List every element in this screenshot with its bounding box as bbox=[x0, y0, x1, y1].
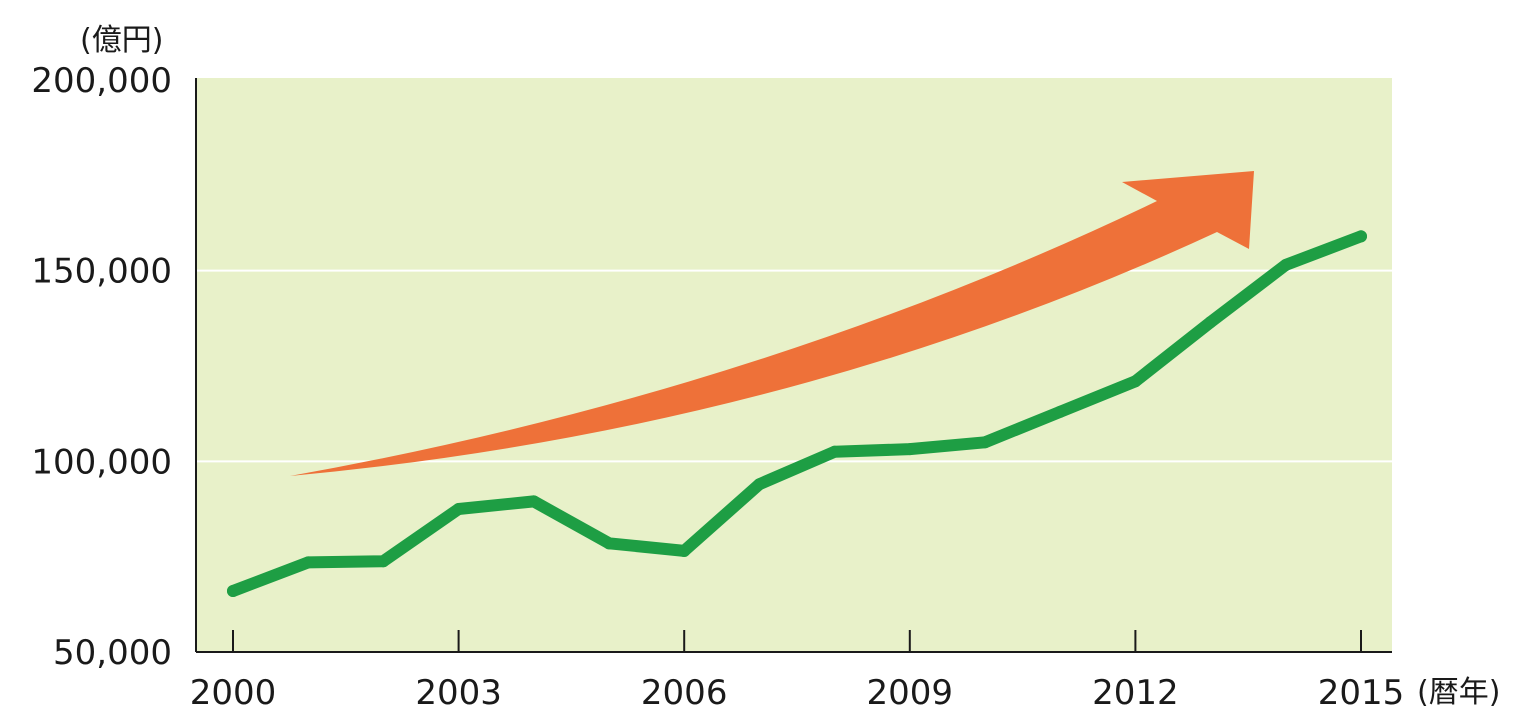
data-point-2007 bbox=[753, 478, 766, 491]
series-line bbox=[227, 230, 1367, 597]
x-tick-label-0: 2000 bbox=[190, 673, 277, 713]
x-tick-label-5: 2015 bbox=[1318, 673, 1405, 713]
x-tick-label-1: 2003 bbox=[415, 673, 502, 713]
x-tick-label-3: 2009 bbox=[867, 673, 954, 713]
x-tick-label-2: 2006 bbox=[641, 673, 728, 713]
data-point-2013 bbox=[1204, 316, 1217, 329]
trend-arrow bbox=[290, 171, 1254, 476]
data-point-2011 bbox=[1054, 405, 1067, 418]
data-point-2005 bbox=[603, 537, 615, 550]
data-point-2012 bbox=[1129, 375, 1142, 388]
y-axis-label: (億円) bbox=[80, 23, 163, 58]
data-point-2015 bbox=[1355, 230, 1367, 243]
data-point-2001 bbox=[302, 556, 315, 569]
y-tick-label-3: 200,000 bbox=[31, 61, 172, 101]
data-point-2002 bbox=[377, 555, 390, 568]
y-tick-label-1: 100,000 bbox=[31, 442, 172, 482]
data-point-2009 bbox=[903, 443, 916, 456]
x-ticks: 2000 2003 2006 2009 2012 2015 bbox=[190, 630, 1405, 713]
data-point-2006 bbox=[678, 544, 691, 557]
x-tick-label-4: 2012 bbox=[1092, 673, 1179, 713]
data-points bbox=[227, 230, 1367, 597]
data-point-2003 bbox=[452, 503, 465, 515]
data-point-2010 bbox=[979, 436, 991, 449]
y-tick-labels: 50,000 100,000 150,000 200,000 bbox=[31, 61, 172, 673]
data-point-2008 bbox=[828, 445, 841, 458]
data-point-2014 bbox=[1279, 258, 1292, 271]
data-point-2004 bbox=[527, 495, 540, 508]
data-point-2000 bbox=[227, 584, 239, 597]
y-tick-label-2: 150,000 bbox=[31, 252, 172, 292]
y-tick-label-0: 50,000 bbox=[53, 633, 172, 673]
x-axis-label: (暦年) bbox=[1417, 675, 1500, 710]
